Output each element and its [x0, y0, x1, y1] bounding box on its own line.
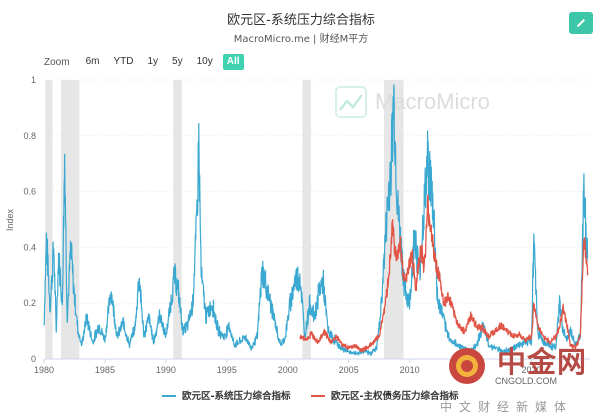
chart-title: 欧元区-系统压力综合指标: [227, 13, 375, 28]
x-tick-label: 1980: [34, 365, 54, 375]
x-tick-label: 2000: [278, 365, 298, 375]
y-tick-label: 1: [31, 75, 36, 85]
zoom-6m-button[interactable]: 6m: [85, 56, 100, 67]
y-tick-label: 0.2: [23, 298, 36, 308]
legend-item-0[interactable]: 欧元区-系统压力综合指标: [162, 390, 291, 402]
legend-label: 欧元区-主权债务压力综合指标: [331, 390, 459, 402]
x-tick-label: 2010: [400, 365, 420, 375]
zoom-1y-button[interactable]: 1y: [147, 56, 159, 67]
zoom-5y-button[interactable]: 5y: [172, 56, 183, 67]
x-tick-label: 2020: [521, 365, 541, 375]
y-tick-label: 0.6: [23, 187, 36, 197]
series-line-1: [299, 194, 589, 353]
zoom-all-button[interactable]: All: [222, 54, 244, 70]
x-tick-label: 1985: [95, 365, 115, 375]
y-tick-label: 0.8: [23, 131, 36, 141]
footer-watermark-text: 中文财经新媒体: [440, 400, 574, 414]
zoom-toolbar: Zoom 6m YTD 1y 5y 10y All: [44, 54, 250, 70]
y-tick-label: 0.4: [23, 242, 36, 252]
watermark-brand-text: MacroMicro: [375, 89, 490, 114]
x-tick-label: 2005: [339, 365, 359, 375]
x-tick-label: 1995: [217, 365, 237, 375]
recession-band-1: [61, 80, 80, 359]
edit-button[interactable]: [569, 12, 593, 34]
cngold-emblem-icon: [449, 348, 485, 384]
watermark-logo-icon: [335, 86, 367, 118]
cngold-logo-url: CNGOLD.COM: [495, 376, 558, 386]
macromicro-watermark: MacroMicro: [335, 86, 490, 118]
legend-label: 欧元区-系统压力综合指标: [182, 390, 291, 402]
zoom-10y-button[interactable]: 10y: [196, 56, 213, 67]
pencil-icon: [577, 19, 585, 27]
cngold-logo-text: 中金网: [497, 345, 588, 379]
recession-band-2: [173, 80, 182, 359]
y-axis-label: Index: [5, 208, 15, 231]
recession-band-4: [384, 80, 404, 359]
legend-item-1[interactable]: 欧元区-主权债务压力综合指标: [311, 390, 459, 402]
recession-band-3: [302, 80, 311, 359]
series-line-0: [43, 84, 589, 356]
recession-band-0: [45, 80, 53, 359]
x-tick-label: 1990: [156, 365, 176, 375]
zoom-label: Zoom: [44, 56, 70, 68]
zoom-ytd-button[interactable]: YTD: [113, 56, 134, 67]
chart-subtitle: MacroMicro.me | 财经M平方: [233, 34, 369, 45]
y-tick-label: 0: [31, 354, 36, 364]
